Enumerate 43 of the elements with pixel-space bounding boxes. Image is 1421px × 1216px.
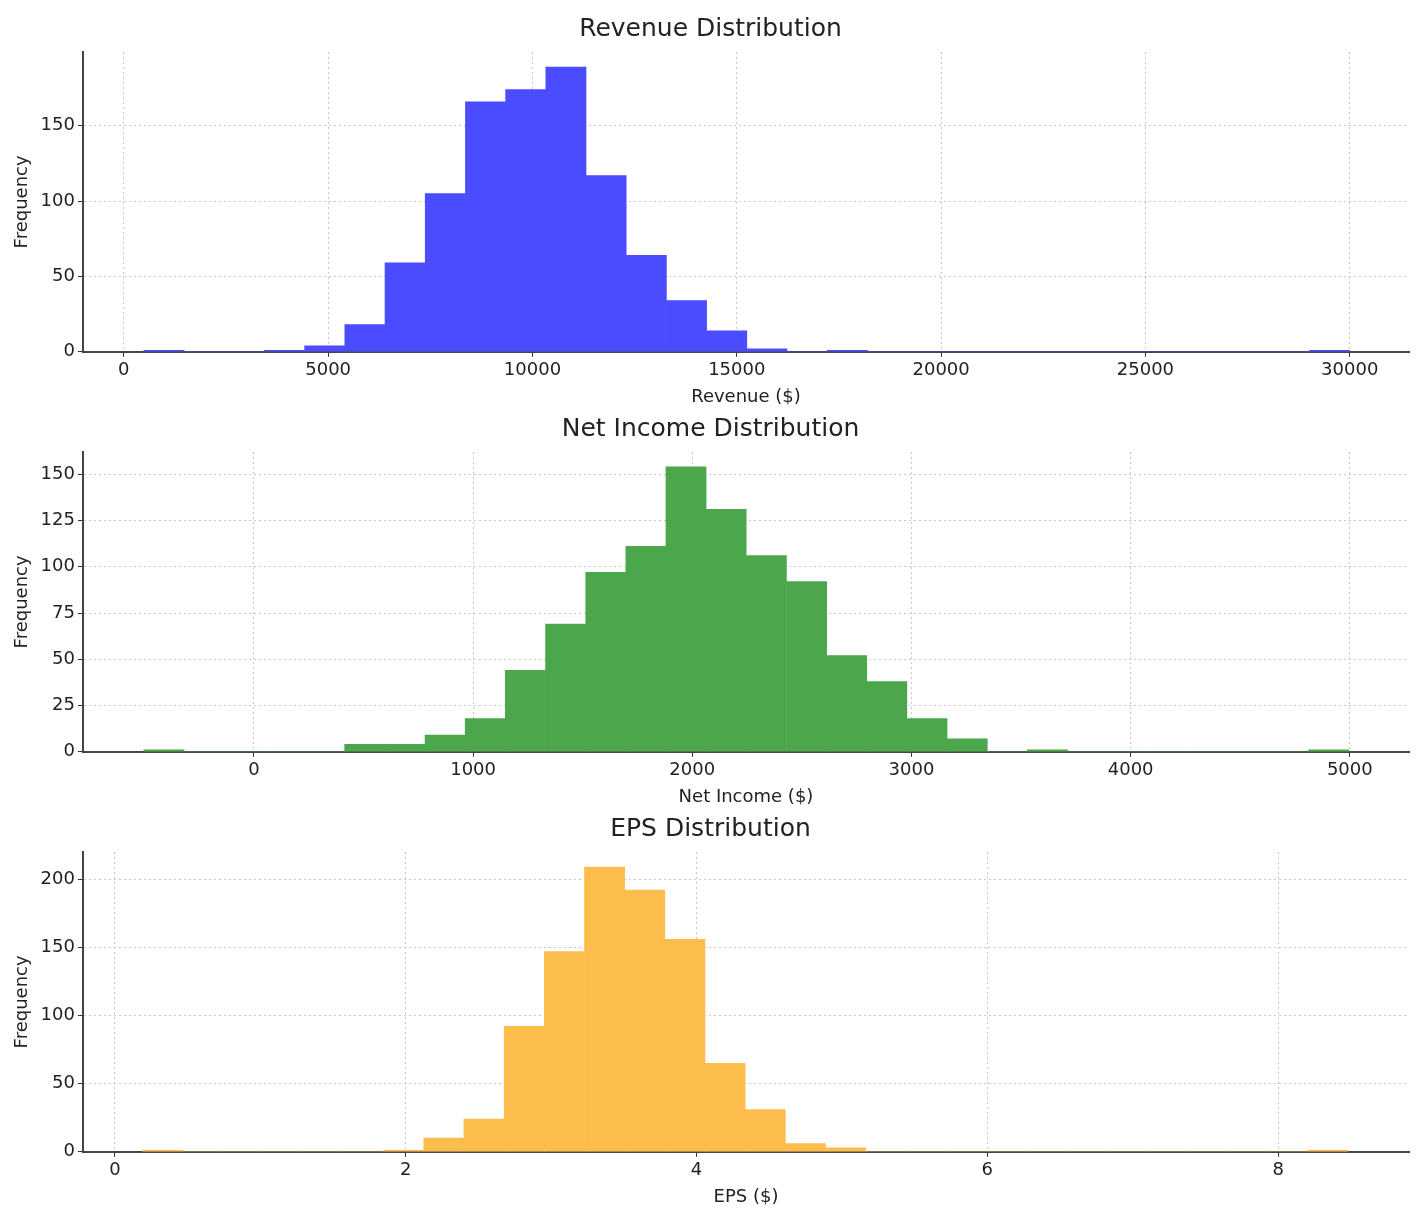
y-tick-label: 200 <box>40 866 75 888</box>
y-tick-label: 25 <box>52 693 75 715</box>
y-tick-label: 0 <box>63 1139 75 1161</box>
x-tick-label: 15000 <box>708 358 766 380</box>
y-tick-label: 50 <box>52 646 75 668</box>
x-tick-label: 8 <box>1272 1158 1284 1180</box>
x-tick-label: 2000 <box>669 758 716 780</box>
x-axis-title: EPS ($) <box>713 1184 779 1206</box>
y-tick-label: 150 <box>40 935 75 957</box>
y-tick-label: 50 <box>52 1071 75 1093</box>
x-tick-label: 3000 <box>888 758 935 780</box>
x-tick-label: 4000 <box>1107 758 1154 780</box>
y-tick-label: 150 <box>40 113 75 135</box>
y-tick-label: 125 <box>40 508 75 530</box>
y-tick-label: 0 <box>63 739 75 761</box>
y-tick-label: 100 <box>40 554 75 576</box>
chart-title: Net Income Distribution <box>561 412 860 442</box>
y-axis-title: Frequency <box>10 555 32 649</box>
y-tick-label: 75 <box>52 600 75 622</box>
x-tick-label: 2 <box>400 1158 412 1180</box>
y-tick-label: 0 <box>63 339 75 361</box>
y-tick-label: 150 <box>40 461 75 483</box>
y-tick-label: 100 <box>40 1003 75 1025</box>
x-tick-label: 5000 <box>1326 758 1373 780</box>
x-tick-label: 0 <box>109 1158 121 1180</box>
x-tick-label: 1000 <box>450 758 496 780</box>
x-tick-label: 25000 <box>1116 358 1175 380</box>
x-axis-title: Revenue ($) <box>691 384 801 406</box>
chart-title: Revenue Distribution <box>579 12 842 42</box>
x-tick-label: 30000 <box>1321 358 1379 380</box>
x-axis-title: Net Income ($) <box>678 784 814 806</box>
x-tick-label: 4 <box>690 1158 703 1180</box>
y-tick-label: 50 <box>52 264 75 286</box>
y-tick-label: 100 <box>40 188 75 210</box>
x-tick-label: 20000 <box>912 358 970 380</box>
x-tick-label: 10000 <box>503 358 562 380</box>
x-tick-label: 6 <box>981 1158 994 1180</box>
y-axis-title: Frequency <box>10 955 32 1049</box>
y-axis-title: Frequency <box>10 155 32 249</box>
x-tick-label: 0 <box>248 758 260 780</box>
chart-title: EPS Distribution <box>610 812 811 842</box>
x-tick-label: 0 <box>118 358 130 380</box>
x-tick-label: 5000 <box>305 358 352 380</box>
